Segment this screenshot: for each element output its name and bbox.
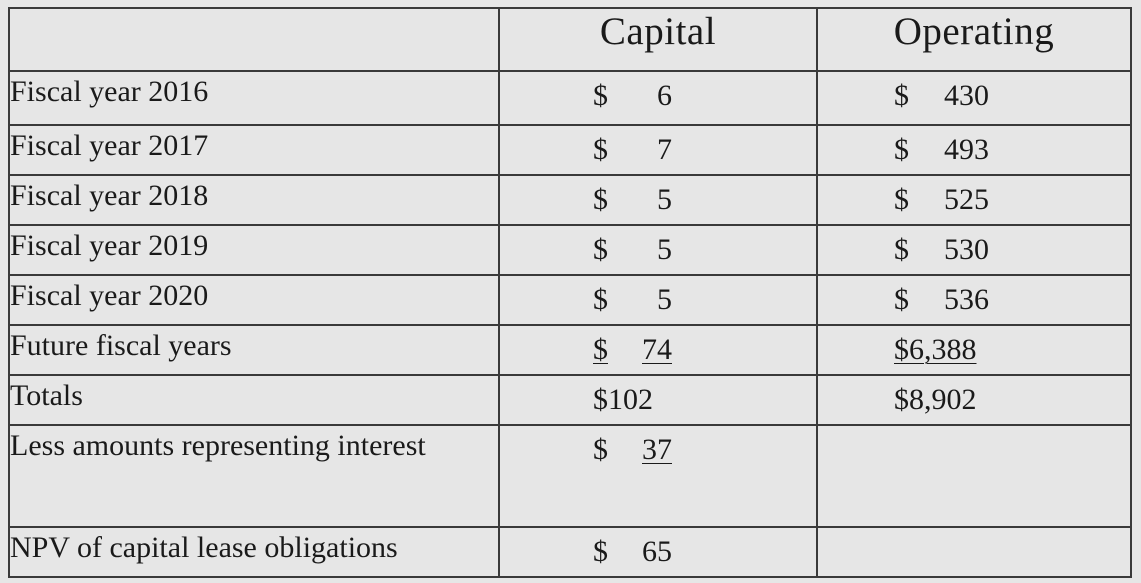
operating-cell [816, 526, 1132, 578]
row-label: Less amounts representing interest [8, 424, 500, 528]
header-operating: Operating [816, 7, 1132, 72]
capital-cell: $102 [498, 374, 818, 426]
capital-cell: $ 5 [498, 224, 818, 276]
currency-symbol: $ [894, 183, 909, 216]
capital-value: 5 [657, 183, 672, 216]
operating-value: 536 [944, 283, 989, 316]
operating-cell: $ 430 [816, 70, 1132, 126]
currency-symbol: $ [894, 283, 909, 316]
currency-symbol: $ [894, 133, 909, 166]
capital-cell: $ 37 [498, 424, 818, 528]
capital-cell: $ 5 [498, 174, 818, 226]
operating-cell: $ 530 [816, 224, 1132, 276]
currency-symbol: $ [593, 535, 608, 568]
capital-value: 5 [657, 283, 672, 316]
table-row: NPV of capital lease obligations $ 65 [8, 526, 1132, 578]
currency-symbol: $ [593, 79, 608, 112]
capital-cell: $ 5 [498, 274, 818, 326]
table-row: Fiscal year 2020 $ 5 $ 536 [8, 274, 1132, 326]
operating-value: 525 [944, 183, 989, 216]
capital-value: $102 [593, 383, 653, 416]
operating-cell: $6,388 [816, 324, 1132, 376]
currency-symbol: $ [894, 79, 909, 112]
operating-cell: $ 536 [816, 274, 1132, 326]
operating-cell: $8,902 [816, 374, 1132, 426]
operating-cell: $ 525 [816, 174, 1132, 226]
capital-value-text: 74 [642, 333, 672, 366]
header-blank [8, 7, 500, 72]
table-row: Fiscal year 2017 $ 7 $ 493 [8, 124, 1132, 176]
header-row: Capital Operating [8, 7, 1132, 72]
header-capital: Capital [498, 7, 818, 72]
currency-symbol: $ [593, 283, 608, 316]
currency-symbol: $ [593, 433, 608, 466]
row-label: NPV of capital lease obligations [8, 526, 500, 578]
capital-cell: $ 7 [498, 124, 818, 176]
currency-symbol: $ [593, 233, 608, 266]
table-row: Less amounts representing interest $ 37 [8, 424, 1132, 528]
currency-symbol: $ [593, 333, 608, 366]
row-label: Fiscal year 2020 [8, 274, 500, 326]
capital-value: 37 [612, 430, 672, 470]
table-row: Fiscal year 2018 $ 5 $ 525 [8, 174, 1132, 226]
capital-cell: $ 6 [498, 70, 818, 126]
capital-value: 7 [657, 133, 672, 166]
operating-value: 530 [944, 233, 989, 266]
currency-symbol: $ [593, 133, 608, 166]
currency-symbol: $ [894, 233, 909, 266]
capital-cell: $ 74 [498, 324, 818, 376]
currency-symbol: $ [593, 183, 608, 216]
operating-value: 493 [944, 133, 989, 166]
operating-cell [816, 424, 1132, 528]
table-row: Future fiscal years $ 74 $6,388 [8, 324, 1132, 376]
capital-value: 6 [657, 79, 672, 112]
row-label: Totals [8, 374, 500, 426]
capital-value: 65 [642, 535, 672, 568]
table-row: Totals $102 $8,902 [8, 374, 1132, 426]
capital-value-text: 37 [642, 433, 672, 466]
row-label: Fiscal year 2017 [8, 124, 500, 176]
table-row: Fiscal year 2019 $ 5 $ 530 [8, 224, 1132, 276]
operating-value: $8,902 [894, 383, 977, 416]
operating-cell: $ 493 [816, 124, 1132, 176]
row-label: Fiscal year 2019 [8, 224, 500, 276]
operating-value: $6,388 [894, 333, 977, 366]
row-label: Future fiscal years [8, 324, 500, 376]
lease-obligations-table: Capital Operating Fiscal year 2016 $ 6 $… [8, 7, 1132, 578]
capital-value: 74 [612, 330, 672, 370]
operating-value: 430 [944, 79, 989, 112]
row-label: Fiscal year 2018 [8, 174, 500, 226]
table-row: Fiscal year 2016 $ 6 $ 430 [8, 70, 1132, 126]
row-label: Fiscal year 2016 [8, 70, 500, 126]
capital-value: 5 [657, 233, 672, 266]
capital-cell: $ 65 [498, 526, 818, 578]
